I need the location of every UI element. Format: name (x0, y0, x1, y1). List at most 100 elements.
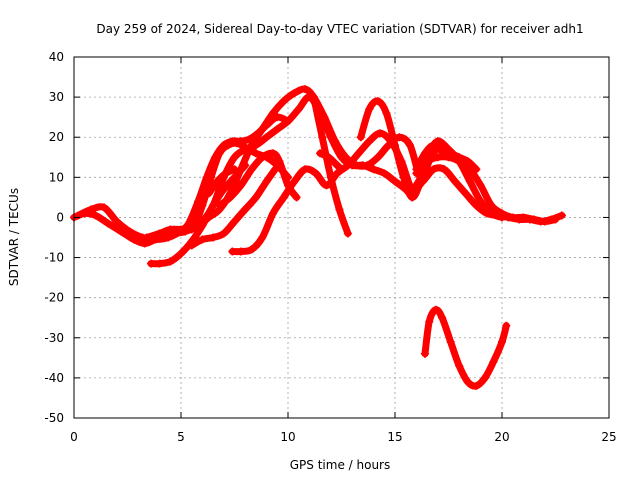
data-point (251, 193, 260, 202)
data-series (70, 85, 566, 390)
data-point (290, 177, 299, 186)
data-point (438, 313, 447, 322)
series-trace-7 (204, 165, 239, 198)
data-point (247, 141, 256, 150)
data-point (247, 165, 256, 174)
data-point (408, 193, 417, 202)
data-point (476, 197, 485, 206)
data-point (236, 181, 245, 190)
data-point (320, 113, 329, 122)
data-point (258, 153, 267, 162)
x-tick-labels: 0 5 10 15 20 25 (70, 430, 616, 444)
data-point (373, 153, 382, 162)
data-point (228, 247, 237, 256)
data-point (224, 141, 233, 150)
data-point (343, 229, 352, 238)
data-point (204, 213, 213, 222)
data-point (395, 133, 404, 142)
y-tick-label: -30 (44, 331, 64, 345)
x-tick-label: 5 (177, 430, 185, 444)
x-tick-label: 25 (601, 430, 616, 444)
data-point (530, 215, 539, 224)
data-point (343, 161, 352, 170)
data-point (472, 381, 481, 390)
data-point (376, 129, 385, 138)
plot-frame (73, 56, 610, 419)
data-point (226, 193, 235, 202)
data-point (309, 93, 318, 102)
data-point (420, 349, 429, 358)
data-point (363, 161, 372, 170)
data-point (373, 97, 382, 106)
x-tick-label: 10 (280, 430, 295, 444)
data-point (508, 213, 517, 222)
data-point (354, 149, 363, 158)
data-point (450, 177, 459, 186)
data-point (487, 201, 496, 210)
data-point (269, 109, 278, 118)
y-axis-label: SDTVAR / TECUs (7, 188, 21, 286)
data-point (273, 125, 282, 134)
series-trace (205, 165, 238, 197)
data-point (369, 165, 378, 174)
data-point (341, 153, 350, 162)
data-point (455, 153, 464, 162)
data-point (301, 165, 310, 174)
data-point (104, 219, 113, 228)
data-point (324, 153, 333, 162)
data-point (187, 241, 196, 250)
data-point (269, 209, 278, 218)
data-point (284, 181, 292, 190)
data-point (463, 157, 472, 166)
data-point (215, 149, 224, 158)
data-point (213, 177, 222, 186)
series-trace-6 (187, 165, 280, 250)
data-point (472, 165, 481, 174)
data-point (221, 169, 230, 178)
data-point (438, 147, 447, 156)
data-point (440, 165, 449, 174)
data-point (472, 201, 481, 210)
data-point (405, 141, 414, 150)
data-point (399, 181, 408, 190)
data-point (271, 165, 280, 174)
data-point (429, 141, 438, 150)
data-point (290, 89, 299, 98)
data-point (380, 169, 389, 178)
series-trace-10 (309, 93, 352, 238)
x-axis-label: GPS time / hours (290, 458, 391, 472)
data-point (262, 133, 271, 142)
data-point (273, 113, 282, 122)
data-point (551, 215, 560, 224)
y-tick-label: -20 (44, 291, 64, 305)
y-tick-label: 30 (49, 90, 64, 104)
data-point (463, 377, 472, 386)
data-point (215, 201, 224, 210)
series-trace (421, 306, 510, 390)
data-point (168, 229, 177, 238)
data-point (412, 165, 421, 174)
data-point (198, 201, 207, 210)
data-point (455, 361, 464, 370)
data-point (279, 97, 288, 106)
data-point (232, 139, 241, 148)
y-tick-label: -10 (44, 251, 64, 265)
series-trace (316, 149, 345, 173)
data-point (431, 305, 440, 314)
data-point (301, 85, 310, 94)
data-point (356, 133, 365, 142)
y-tick-labels: -50 -40 -30 -20 -10 0 10 20 30 40 (44, 50, 64, 425)
data-point (416, 173, 425, 182)
data-point (91, 211, 100, 220)
data-point (194, 221, 203, 230)
data-point (125, 227, 134, 236)
data-point (335, 205, 344, 214)
data-point (147, 259, 156, 268)
series-trace-14 (412, 153, 560, 226)
data-point (476, 181, 485, 190)
data-point (382, 109, 391, 118)
data-point (219, 229, 228, 238)
series-trace-16 (420, 305, 511, 390)
data-point (251, 149, 260, 158)
